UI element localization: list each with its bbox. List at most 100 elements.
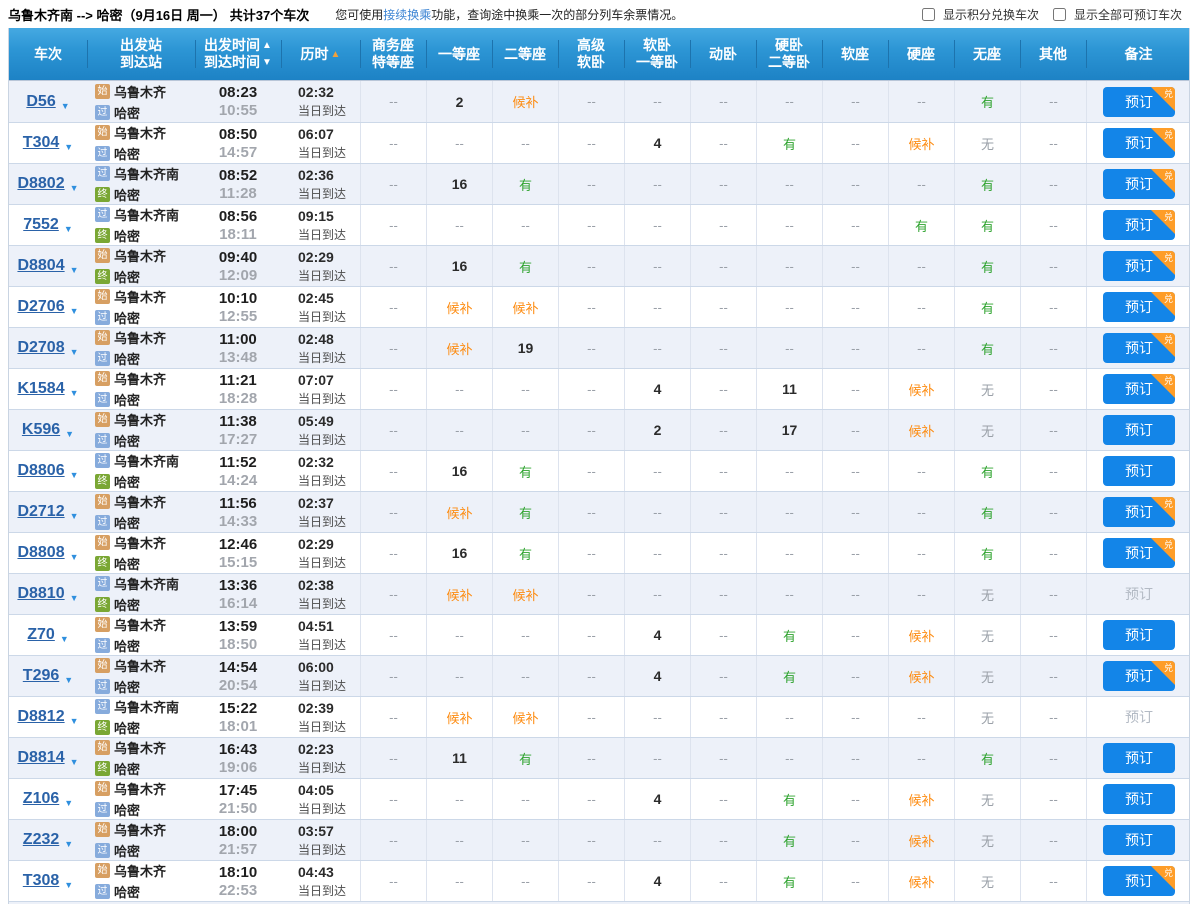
train-number-link[interactable]: D8806 [17, 462, 65, 479]
points-exchange-checkbox[interactable] [921, 7, 935, 21]
train-number-link[interactable]: D8810 [17, 585, 65, 602]
book-button[interactable]: 预订兑 [1103, 497, 1175, 527]
train-number-link[interactable]: T296 [22, 667, 60, 684]
chevron-down-icon[interactable]: ▼ [64, 880, 74, 890]
seat-cell-soft-seat: -- [822, 861, 888, 901]
seat-cell-second-class: -- [492, 615, 558, 655]
chevron-down-icon[interactable]: ▼ [64, 142, 74, 152]
seat-cell-emu-sleeper: -- [690, 533, 756, 573]
seat-availability: -- [587, 668, 596, 684]
seat-availability: -- [785, 545, 794, 561]
departure-station: 始乌鲁木齐 [95, 246, 166, 265]
seat-cell-soft-seat: -- [822, 738, 888, 778]
time-cell: 11:21 18:28 [195, 369, 281, 409]
book-button[interactable]: 预订兑 [1103, 374, 1175, 404]
seat-cell-emu-sleeper: -- [690, 246, 756, 286]
header-text: 动卧 [709, 45, 737, 62]
book-button[interactable]: 预订兑 [1103, 292, 1175, 322]
book-button[interactable]: 预订 [1103, 456, 1175, 486]
book-button[interactable]: 预订兑 [1103, 866, 1175, 896]
seat-cell-premium-soft-sleeper: -- [558, 697, 624, 737]
seat-cell-hard-sleeper: 11 [756, 369, 822, 409]
sort-asc-icon[interactable]: ▲ [330, 48, 341, 60]
train-number-link[interactable]: T304 [22, 134, 60, 151]
book-button[interactable]: 预订 [1103, 620, 1175, 650]
chevron-down-icon[interactable]: ▼ [69, 552, 79, 562]
chevron-down-icon[interactable]: ▼ [64, 675, 74, 685]
train-number-link[interactable]: D8808 [17, 544, 65, 561]
train-number-link[interactable]: Z70 [27, 626, 55, 643]
chevron-down-icon[interactable]: ▼ [69, 388, 79, 398]
book-button[interactable]: 预订 [1103, 743, 1175, 773]
seat-availability: 候补 [446, 341, 473, 357]
train-number-link[interactable]: D8804 [17, 257, 65, 274]
station-cell: 过乌鲁木齐南终哈密 [87, 451, 195, 491]
seat-availability: -- [851, 750, 860, 766]
seat-availability: 无 [980, 874, 994, 890]
seat-availability: 候补 [908, 136, 935, 152]
train-number-link[interactable]: D2712 [17, 503, 65, 520]
book-button[interactable]: 预订兑 [1103, 128, 1175, 158]
book-button[interactable]: 预订兑 [1103, 210, 1175, 240]
book-button[interactable]: 预订兑 [1103, 251, 1175, 281]
book-button[interactable]: 预订 [1103, 825, 1175, 855]
seat-availability: -- [719, 586, 728, 602]
station-name: 乌鲁木齐 [114, 536, 167, 551]
train-number-link[interactable]: D8802 [17, 175, 65, 192]
book-button[interactable]: 预订兑 [1103, 169, 1175, 199]
train-number-link[interactable]: D2708 [17, 339, 65, 356]
chevron-down-icon[interactable]: ▼ [65, 429, 75, 439]
seat-availability: -- [719, 668, 728, 684]
train-number-link[interactable]: K1584 [17, 380, 65, 397]
train-number-link[interactable]: D8812 [17, 708, 65, 725]
chevron-down-icon[interactable]: ▼ [69, 183, 79, 193]
book-button[interactable]: 预订兑 [1103, 333, 1175, 363]
book-button[interactable]: 预订兑 [1103, 538, 1175, 568]
seat-availability: -- [917, 545, 926, 561]
train-number-link[interactable]: D2706 [17, 298, 65, 315]
chevron-down-icon[interactable]: ▼ [69, 757, 79, 767]
train-number-link[interactable]: 7552 [23, 216, 59, 233]
seat-availability: -- [719, 504, 728, 520]
seat-availability: -- [587, 340, 596, 356]
train-row: D2712 ▼ 始乌鲁木齐过哈密 11:56 14:33 02:37 当日到达 -- 候补有 --… [9, 491, 1189, 532]
book-button[interactable]: 预订 [1103, 784, 1175, 814]
transfer-link[interactable]: 接续换乘 [383, 7, 432, 22]
chevron-down-icon[interactable]: ▼ [69, 347, 79, 357]
seat-cell-emu-sleeper: -- [690, 656, 756, 696]
seat-cell-second-class: 19 [492, 328, 558, 368]
chevron-down-icon[interactable]: ▼ [69, 716, 79, 726]
book-button[interactable]: 预订兑 [1103, 86, 1175, 117]
train-number-link[interactable]: K596 [21, 421, 61, 438]
train-number-link[interactable]: D56 [26, 92, 56, 110]
chevron-down-icon[interactable]: ▼ [64, 839, 74, 849]
station-cell: 始乌鲁木齐过哈密 [87, 369, 195, 409]
book-button[interactable]: 预订 [1103, 415, 1175, 445]
chevron-down-icon[interactable]: ▼ [69, 306, 79, 316]
seat-cell-emu-sleeper: -- [690, 451, 756, 491]
sort-desc-icon[interactable]: ▼ [262, 57, 272, 68]
column-header-time[interactable]: 出发时间 ▲ 到达时间 ▼ [195, 28, 281, 80]
arrive-day-label: 当日到达 [298, 801, 347, 816]
book-button[interactable]: 预订兑 [1103, 661, 1175, 691]
chevron-down-icon[interactable]: ▼ [60, 100, 70, 111]
train-number-link[interactable]: Z106 [22, 790, 60, 807]
train-number-link[interactable]: Z232 [22, 831, 60, 848]
chevron-down-icon[interactable]: ▼ [69, 511, 79, 521]
column-header-duration[interactable]: 历时 ▲ [281, 28, 360, 80]
chevron-down-icon[interactable]: ▼ [63, 224, 73, 234]
train-number-link[interactable]: D8814 [17, 749, 65, 766]
chevron-down-icon[interactable]: ▼ [64, 798, 74, 808]
chevron-down-icon[interactable]: ▼ [69, 265, 79, 275]
chevron-down-icon[interactable]: ▼ [69, 593, 79, 603]
seat-cell-other: -- [1020, 287, 1086, 327]
chevron-down-icon[interactable]: ▼ [59, 634, 69, 644]
seat-cell-no-seat: 有 [954, 533, 1020, 573]
train-number-link[interactable]: T308 [22, 872, 60, 889]
arrival-time: 22:53 [218, 881, 258, 899]
sort-asc-icon[interactable]: ▲ [262, 40, 272, 51]
station-type-badge: 终 [95, 761, 110, 776]
show-all-bookable-checkbox[interactable] [1052, 7, 1066, 21]
seat-availability: -- [719, 217, 728, 233]
chevron-down-icon[interactable]: ▼ [69, 470, 79, 480]
